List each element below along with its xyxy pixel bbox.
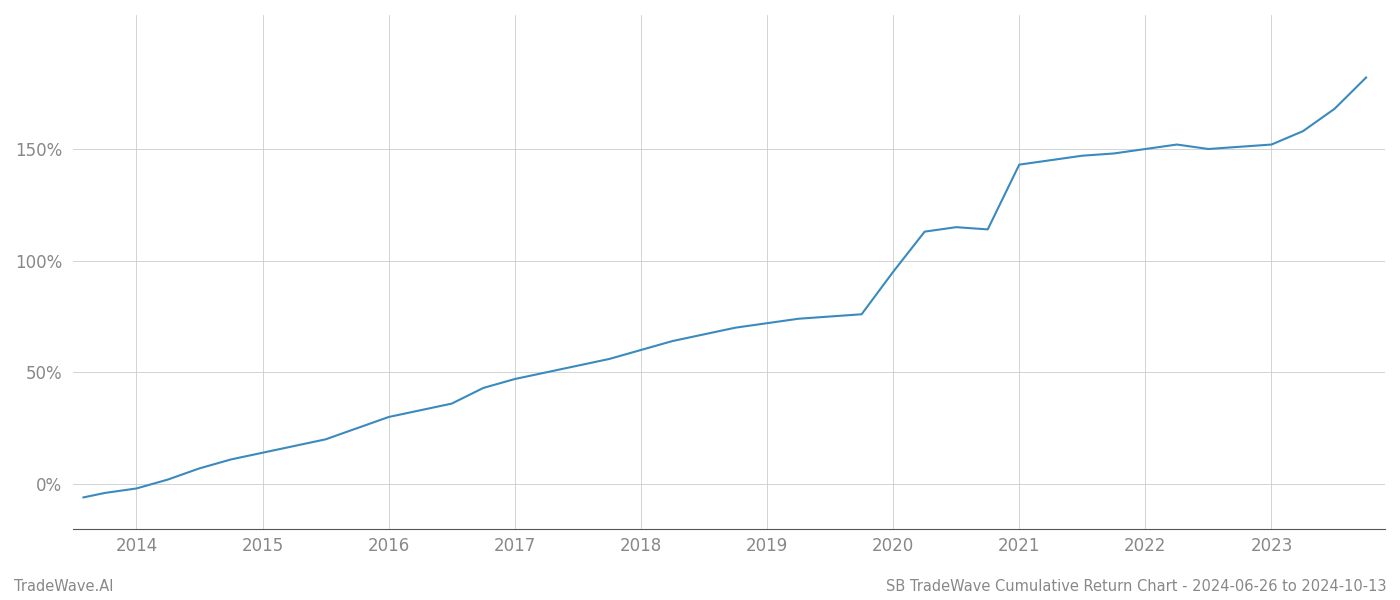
Text: TradeWave.AI: TradeWave.AI — [14, 579, 113, 594]
Text: SB TradeWave Cumulative Return Chart - 2024-06-26 to 2024-10-13: SB TradeWave Cumulative Return Chart - 2… — [885, 579, 1386, 594]
